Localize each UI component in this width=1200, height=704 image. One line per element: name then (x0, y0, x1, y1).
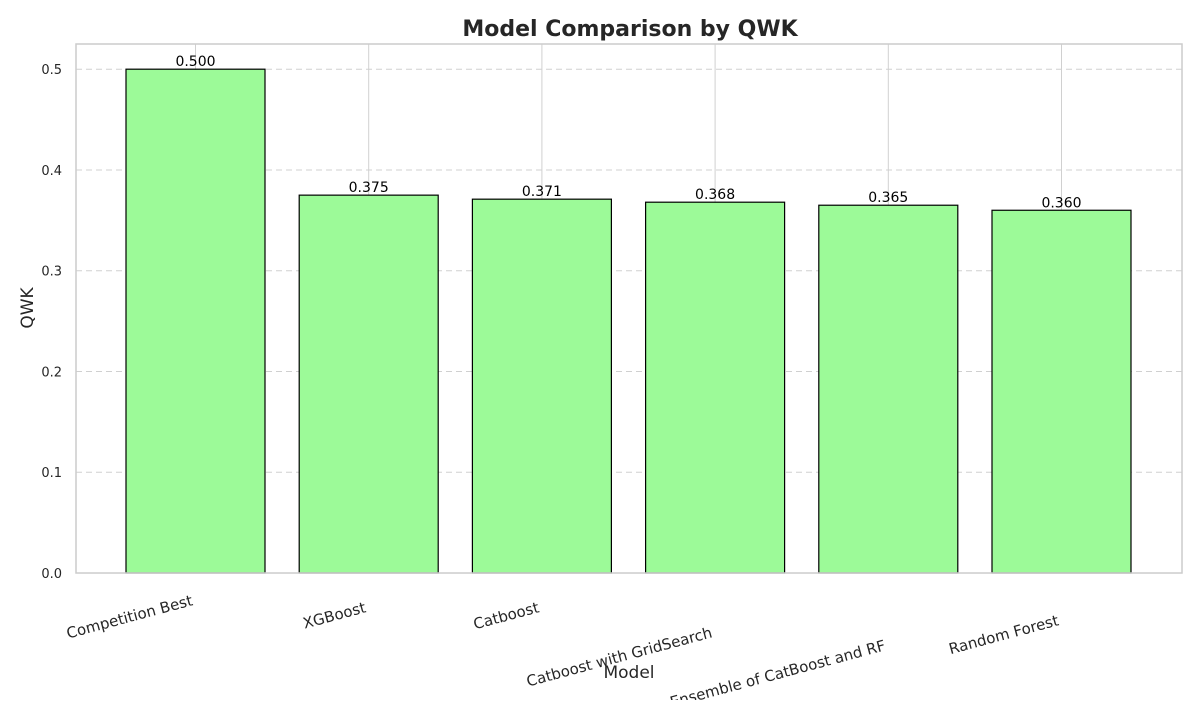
y-tick-label: 0.1 (41, 466, 62, 481)
bar-value-label: 0.368 (695, 187, 735, 203)
bar (644, 201, 786, 574)
y-tick-label: 0.5 (41, 63, 62, 78)
y-tick-label: 0.4 (41, 164, 62, 179)
bar-value-label: 0.500 (175, 54, 215, 70)
bar-value-label: 0.375 (349, 180, 389, 196)
x-axis-label: Model (603, 663, 654, 683)
y-axis-ticks: 0.0 0.1 0.2 0.3 0.4 0.5 (41, 63, 62, 582)
plot-frame (75, 43, 1183, 574)
x-tick-label: Catboost (471, 598, 541, 633)
bar (471, 198, 612, 574)
bar (298, 194, 439, 574)
bar-value-label: 0.371 (522, 184, 562, 200)
chart-title: Model Comparison by QWK (462, 17, 798, 42)
bar (125, 68, 266, 574)
y-tick-label: 0.0 (41, 567, 62, 582)
x-tick-label: Competition Best (65, 591, 195, 642)
bar-value-label: 0.360 (1041, 195, 1081, 211)
data-label-layer: 0.500 0.375 0.371 0.368 0.365 0.360 (175, 54, 1081, 211)
x-tick-label: XGBoost (301, 598, 368, 632)
y-tick-label: 0.3 (41, 265, 62, 280)
bar (818, 204, 959, 574)
x-tick-label: Random Forest (947, 611, 1061, 658)
x-tick-label: Ensemble of CatBoost and RF (668, 636, 887, 700)
y-axis-label: QWK (18, 286, 38, 328)
bar-value-label: 0.365 (868, 190, 908, 206)
y-tick-label: 0.2 (41, 365, 62, 380)
bar (991, 209, 1132, 574)
x-axis-ticks: Competition Best XGBoost CatboostCatboost … (65, 591, 1061, 704)
bar-layer (125, 68, 1132, 574)
